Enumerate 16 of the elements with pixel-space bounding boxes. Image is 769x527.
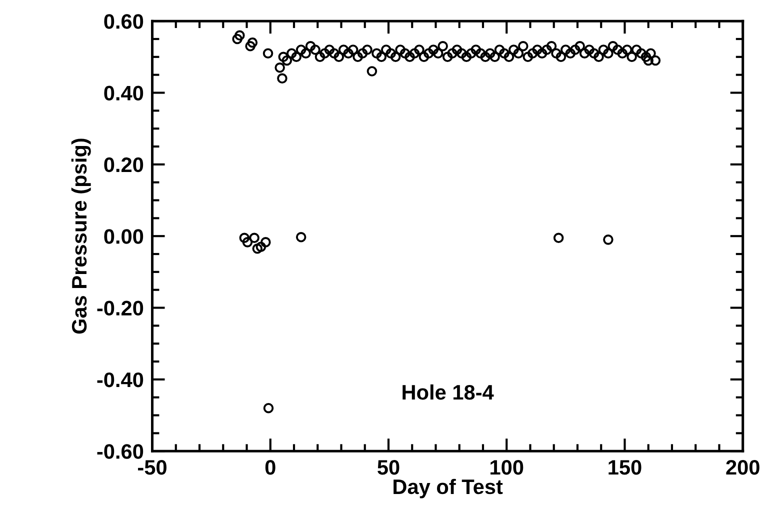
y-tick-label: -0.20 (97, 300, 144, 316)
x-tick-label: 200 (726, 460, 760, 475)
y-tick-label: 0.20 (104, 157, 144, 172)
y-tick-label: 0.00 (104, 229, 144, 244)
x-tick-label: 0 (265, 460, 276, 475)
y-tick-label: 0.40 (104, 86, 144, 101)
y-tick-label: 0.60 (104, 14, 144, 29)
y-axis-title: Gas Pressure (psig) (71, 138, 91, 334)
y-tick-label: -0.60 (97, 444, 144, 459)
y-tick-label: -0.40 (97, 372, 144, 388)
x-tick-label: 150 (608, 460, 642, 475)
x-axis-title: Day of Test (394, 478, 503, 498)
x-tick-label: 100 (490, 460, 524, 475)
x-tick-label: -50 (138, 460, 166, 475)
annotation: Hole 18-4 (402, 384, 494, 400)
x-tick-label: 50 (378, 460, 400, 475)
